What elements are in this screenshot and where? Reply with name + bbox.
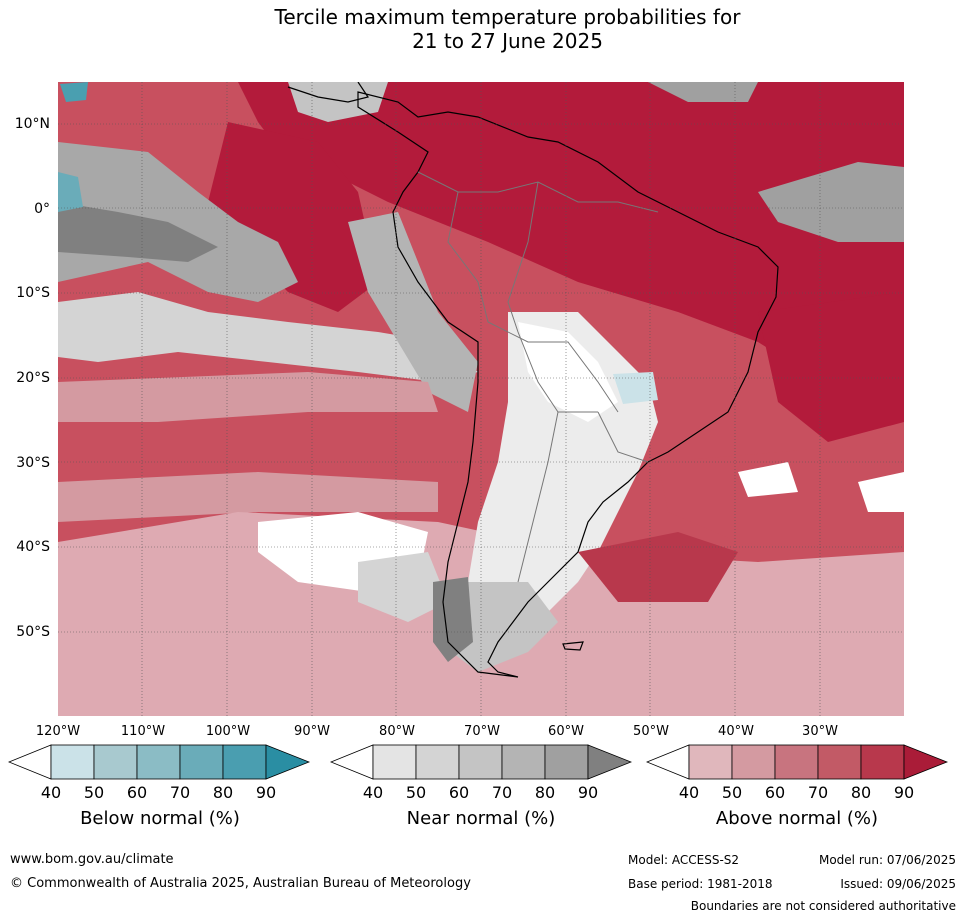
central-america-coastline: [287, 82, 369, 103]
footer-issued: Issued: 09/06/2025: [840, 877, 956, 891]
near-normal-dark-equator: [58, 202, 218, 262]
colorbar-segment-2: [415, 744, 460, 780]
near-normal-peru-coast: [348, 212, 478, 412]
lon-label-60w: 60°W: [548, 724, 584, 739]
lon-label-90w: 90°W: [294, 724, 330, 739]
colorbar-segment-2: [93, 744, 138, 780]
colorbar-tick-40: 40: [362, 783, 384, 802]
colorbar-tick-60: 60: [126, 783, 148, 802]
colorbar-lower-extension: [646, 744, 690, 780]
chart-title: Tercile maximum temperature probabilitie…: [0, 5, 965, 53]
colorbar-upper-extension: [587, 744, 632, 780]
title-line-2: 21 to 27 June 2025: [412, 29, 603, 53]
lon-label-40w: 40°W: [718, 724, 754, 739]
near-normal-light-band: [58, 292, 478, 382]
continent-white-patch: [518, 322, 618, 422]
colorbar-segment-1: [372, 744, 417, 780]
colorbar-segment-2: [731, 744, 776, 780]
falkland-islands: [562, 641, 584, 651]
colorbar-title-above: Above normal (%): [715, 808, 879, 829]
colorbar-tick-90: 90: [893, 783, 915, 802]
colorbar-segment-5: [222, 744, 267, 780]
lat-label-30s: 30°S: [16, 455, 50, 471]
lat-label-20s: 20°S: [16, 370, 50, 386]
south-america-coastline: [357, 91, 779, 678]
near-normal-around-east: [758, 162, 904, 242]
footer-model: Model: ACCESS-S2: [628, 853, 740, 867]
above-high-north: [238, 82, 904, 392]
near-normal-top-right: [648, 82, 758, 102]
footer-url: www.bom.gov.au/climate: [10, 852, 174, 867]
colorbar-segment-3: [136, 744, 181, 780]
above-low-band-2: [58, 472, 438, 522]
above-high-atlantic-east: [758, 292, 904, 442]
colorbar-lower-extension: [330, 744, 374, 780]
colorbar-tick-60: 60: [448, 783, 470, 802]
colorbar-above-normal: [646, 744, 948, 780]
colorbar-segment-4: [817, 744, 862, 780]
near-normal-tropical-pacific: [58, 142, 298, 302]
lat-label-0: 0°: [34, 201, 50, 217]
colorbar-segment-4: [179, 744, 224, 780]
near-normal-south-pacific: [358, 552, 448, 622]
colorbar-tick-40: 40: [40, 783, 62, 802]
near-normal-top-gray: [288, 82, 388, 122]
colorbar-tick-50: 50: [83, 783, 105, 802]
footer-disclaimer: Boundaries are not considered authoritat…: [690, 899, 956, 913]
colorbar-segment-5: [544, 744, 589, 780]
below-normal-w: [58, 172, 83, 212]
above-low-band-1: [58, 372, 438, 422]
colorbar-tick-80: 80: [534, 783, 556, 802]
lon-label-30w: 30°W: [802, 724, 838, 739]
colorbar-tick-70: 70: [807, 783, 829, 802]
colorbar-upper-extension: [265, 744, 310, 780]
colorbar-tick-90: 90: [577, 783, 599, 802]
colorbar-tick-50: 50: [405, 783, 427, 802]
colorbar-segment-1: [688, 744, 733, 780]
above-high-pacific: [208, 122, 378, 312]
lat-label-50s: 50°S: [16, 624, 50, 640]
country-borders: [417, 171, 659, 583]
white-atlantic-1: [738, 462, 798, 497]
colorbar-title-below: Below normal (%): [80, 808, 240, 829]
colorbar-below-normal: [8, 744, 310, 780]
lat-label-10s: 10°S: [16, 285, 50, 301]
colorbar-upper-extension: [903, 744, 948, 780]
graticule: [58, 82, 904, 716]
above-mid-atlantic: [658, 442, 904, 552]
colorbar-tick-80: 80: [850, 783, 872, 802]
probability-map: [58, 82, 904, 716]
colorbar-near-normal: [330, 744, 632, 780]
lon-label-120w: 120°W: [35, 724, 81, 739]
title-line-1: Tercile maximum temperature probabilitie…: [274, 5, 741, 29]
footer-copyright: © Commonwealth of Australia 2025, Austra…: [10, 876, 471, 891]
colorbar-segment-1: [50, 744, 95, 780]
lon-label-70w: 70°W: [464, 724, 500, 739]
lat-label-40s: 40°S: [16, 539, 50, 555]
footer-base-period: Base period: 1981-2018: [628, 877, 773, 891]
below-normal-nw: [60, 82, 88, 102]
lon-label-80w: 80°W: [379, 724, 415, 739]
lon-label-110w: 110°W: [120, 724, 166, 739]
colorbar-tick-40: 40: [678, 783, 700, 802]
above-high-atlantic-south: [578, 532, 738, 602]
colorbar-tick-80: 80: [212, 783, 234, 802]
colorbar-tick-90: 90: [255, 783, 277, 802]
lon-label-50w: 50°W: [633, 724, 669, 739]
lat-label-10n: 10°N: [14, 116, 50, 132]
colorbar-segment-5: [860, 744, 905, 780]
colorbar-title-near: Near normal (%): [406, 808, 556, 829]
colorbar-segment-3: [774, 744, 819, 780]
colorbar-tick-70: 70: [491, 783, 513, 802]
below-normal-brazil: [613, 372, 658, 404]
colorbar-segment-3: [458, 744, 503, 780]
colorbar-lower-extension: [8, 744, 52, 780]
colorbar-tick-50: 50: [721, 783, 743, 802]
colorbar-tick-60: 60: [764, 783, 786, 802]
colorbar-tick-70: 70: [169, 783, 191, 802]
lon-label-100w: 100°W: [205, 724, 251, 739]
footer-model-run: Model run: 07/06/2025: [818, 853, 956, 867]
colorbar-segment-4: [501, 744, 546, 780]
white-atlantic-2: [858, 472, 904, 512]
